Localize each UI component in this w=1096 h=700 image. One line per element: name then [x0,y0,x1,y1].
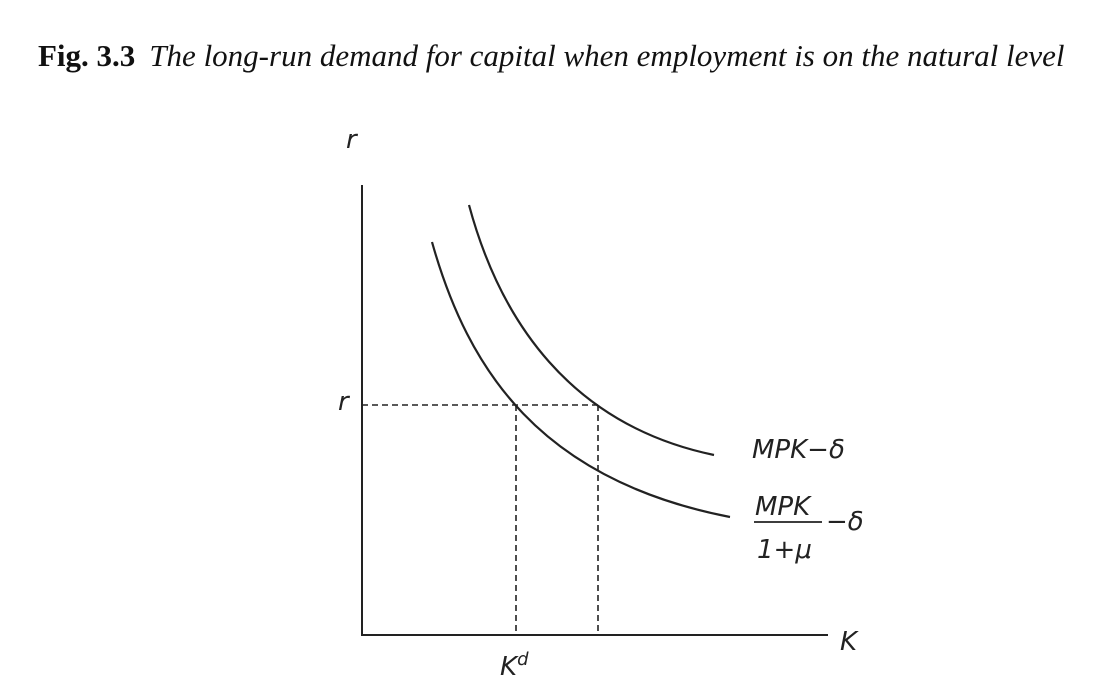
fraction-numerator: MPK [755,492,812,522]
x-marker-superscript: d [517,649,529,670]
figure-caption: The long-run demand for capital when emp… [149,38,1064,73]
curve-upper [467,204,715,457]
y-axis-label: r [346,125,359,155]
figure-number: Fig. 3.3 [38,38,135,73]
curve-upper-label: MPK−δ [752,435,845,465]
x-axis-label: K [840,627,859,657]
fraction-suffix: −δ [826,507,864,537]
x-marker-base: K [500,652,519,682]
x-marker-label: Kd [500,649,529,682]
figure-title: Fig. 3.3 The long-run demand for capital … [38,38,1065,73]
curve-lower [430,241,731,519]
y-marker-label: r [338,387,351,417]
fraction-denominator: 1+μ [757,535,812,565]
